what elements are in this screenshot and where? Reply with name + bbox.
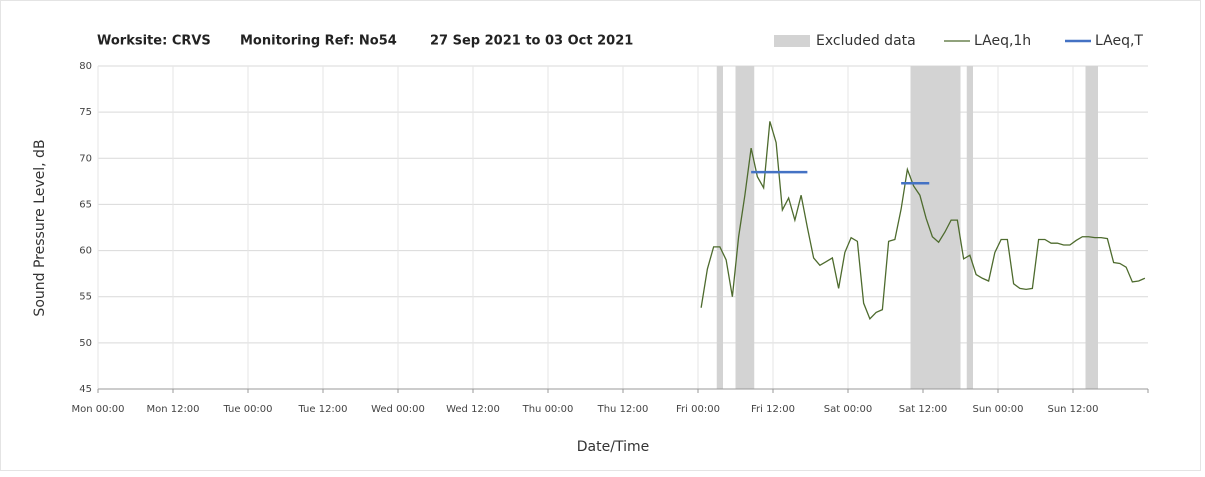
y-tick-label: 60 [79,246,92,257]
x-tick-label: Wed 12:00 [446,404,500,415]
legend-swatch [774,35,810,47]
x-axis-label: Date/Time [577,439,649,455]
chart-title: Worksite: CRVS [97,34,211,49]
x-tick-label: Fri 00:00 [676,404,720,415]
x-tick-label: Mon 12:00 [146,404,199,415]
y-tick-label: 75 [79,107,92,118]
x-tick-label: Wed 00:00 [371,404,425,415]
y-tick-label: 45 [79,384,92,395]
y-tick-label: 70 [79,153,92,164]
line-series [700,121,1146,321]
legend-label: LAeq,T [1095,33,1143,49]
x-tick-label: Fri 12:00 [751,404,795,415]
excluded-range [735,66,755,389]
legend-label: LAeq,1h [974,33,1031,49]
y-axis-label: Sound Pressure Level, dB [32,139,48,316]
y-tick-label: 65 [79,199,92,210]
y-tick-label: 55 [79,292,92,303]
x-tick-label: Sat 00:00 [824,404,872,415]
x-tick-label: Sun 00:00 [972,404,1023,415]
x-tick-label: Tue 12:00 [297,404,347,415]
x-tick-label: Thu 12:00 [597,404,649,415]
excluded-range [910,66,961,389]
x-tick-label: Sat 12:00 [899,404,947,415]
excluded-range [1085,66,1098,389]
excluded-range [966,66,973,389]
x-tick-label: Thu 00:00 [522,404,574,415]
chart-title: Monitoring Ref: No54 [240,34,397,49]
legend-label: Excluded data [816,33,916,49]
x-tick-label: Tue 00:00 [222,404,272,415]
y-tick-label: 80 [79,61,92,72]
excluded-range [716,66,723,389]
y-tick-label: 50 [79,338,92,349]
x-tick-label: Mon 00:00 [71,404,124,415]
chart-title: 27 Sep 2021 to 03 Oct 2021 [430,34,633,49]
x-tick-label: Sun 12:00 [1047,404,1098,415]
